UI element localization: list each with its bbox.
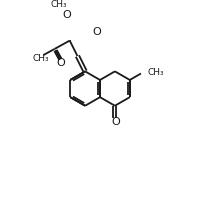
Text: CH₃: CH₃: [51, 0, 68, 9]
Text: CH₃: CH₃: [148, 68, 164, 77]
Text: O: O: [92, 27, 101, 37]
Text: CH₃: CH₃: [32, 54, 49, 63]
Text: O: O: [63, 10, 71, 20]
Text: O: O: [111, 117, 120, 127]
Text: O: O: [56, 58, 65, 68]
